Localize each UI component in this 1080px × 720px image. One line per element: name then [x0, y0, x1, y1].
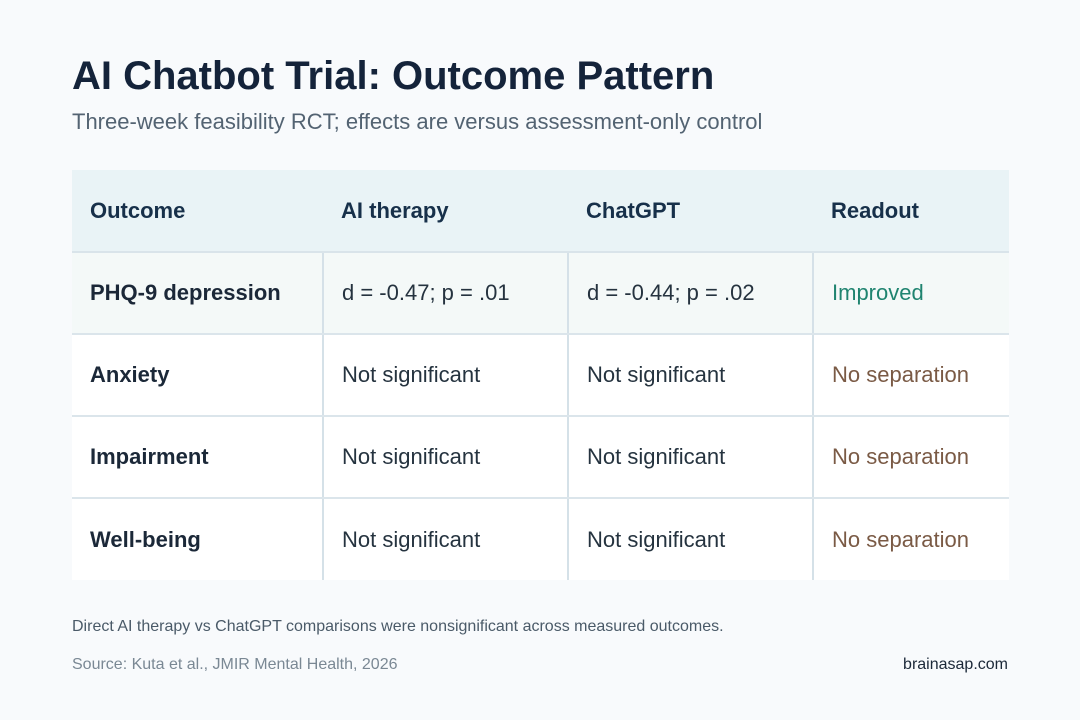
- outcome-cell: Well-being: [72, 498, 323, 580]
- chatgpt-cell: Not significant: [567, 416, 813, 499]
- table-body: PHQ-9 depression d = -0.47; p = .01 d = …: [72, 252, 1009, 580]
- outcome-table: Outcome AI therapy ChatGPT Readout PHQ-9…: [72, 170, 1009, 580]
- column-header-chatgpt: ChatGPT: [568, 170, 813, 253]
- readout-cell: No separation: [812, 416, 1009, 499]
- column-header-outcome: Outcome: [72, 170, 323, 253]
- chatgpt-cell: Not significant: [567, 498, 813, 580]
- page-title: AI Chatbot Trial: Outcome Pattern: [72, 54, 715, 98]
- table-header: Outcome AI therapy ChatGPT Readout: [72, 170, 1009, 253]
- brand-credit: brainasap.com: [903, 656, 1008, 673]
- ai-therapy-cell: Not significant: [322, 416, 568, 499]
- chatgpt-cell: d = -0.44; p = .02: [567, 252, 813, 335]
- outcome-cell: Anxiety: [72, 334, 323, 417]
- column-header-readout: Readout: [813, 170, 1009, 253]
- column-header-ai-therapy: AI therapy: [323, 170, 568, 253]
- readout-cell: No separation: [812, 498, 1009, 580]
- source-citation: Source: Kuta et al., JMIR Mental Health,…: [72, 656, 398, 673]
- outcome-cell: Impairment: [72, 416, 323, 499]
- ai-therapy-cell: Not significant: [322, 498, 568, 580]
- footnote: Direct AI therapy vs ChatGPT comparisons…: [72, 618, 724, 635]
- readout-cell: Improved: [812, 252, 1009, 335]
- chatgpt-cell: Not significant: [567, 334, 813, 417]
- readout-cell: No separation: [812, 334, 1009, 417]
- outcome-cell: PHQ-9 depression: [72, 252, 323, 335]
- header-row: Outcome AI therapy ChatGPT Readout: [72, 170, 1009, 253]
- table-row: Well-being Not significant Not significa…: [72, 498, 1009, 580]
- table-row: Impairment Not significant Not significa…: [72, 416, 1009, 499]
- ai-therapy-cell: Not significant: [322, 334, 568, 417]
- page-subtitle: Three-week feasibility RCT; effects are …: [72, 109, 763, 134]
- table-row: Anxiety Not significant Not significant …: [72, 334, 1009, 417]
- table-row: PHQ-9 depression d = -0.47; p = .01 d = …: [72, 252, 1009, 335]
- ai-therapy-cell: d = -0.47; p = .01: [322, 252, 568, 335]
